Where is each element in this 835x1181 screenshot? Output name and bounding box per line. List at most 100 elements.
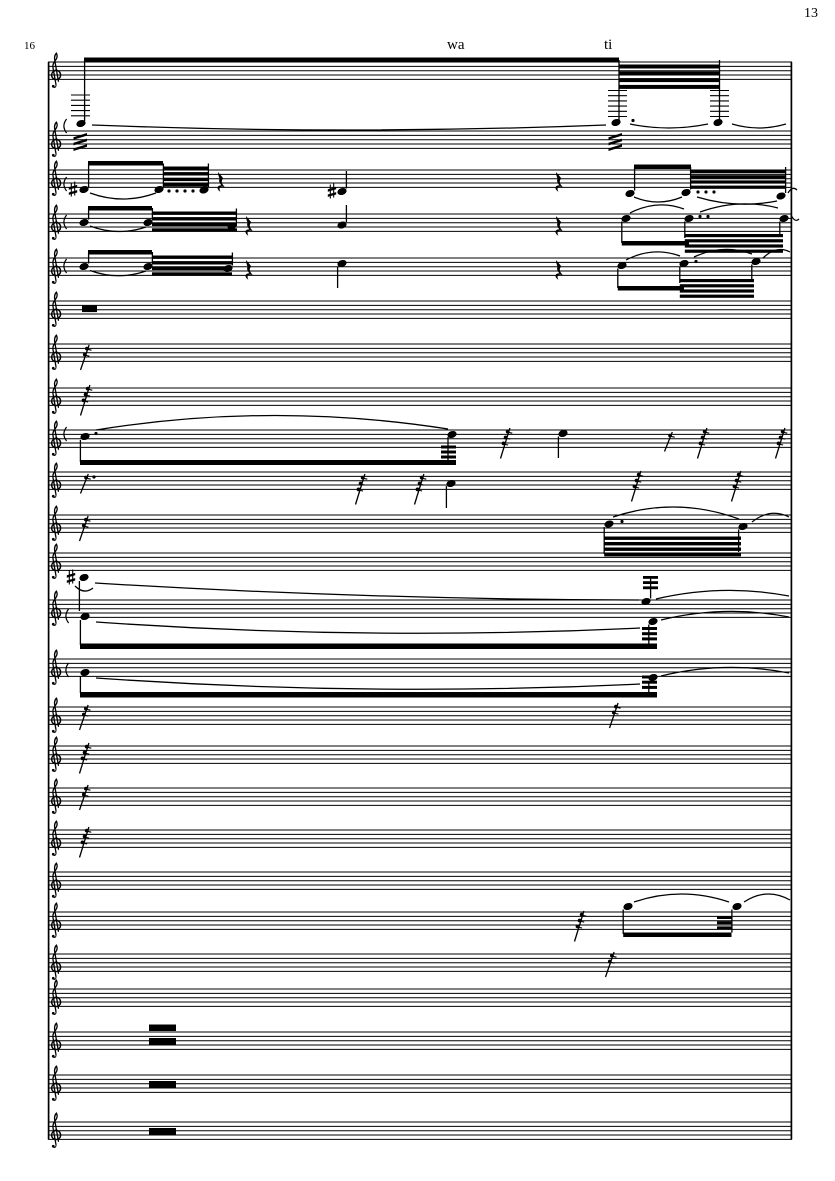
thirty-second-rest	[696, 427, 710, 459]
tie-continuation	[63, 258, 68, 274]
sharp-accidental	[68, 181, 78, 197]
rest-curl-arm	[615, 706, 621, 709]
quarter-rest	[555, 260, 563, 280]
page-number: 13	[804, 6, 818, 21]
augmentation-dot	[698, 214, 702, 219]
rest-curl-arm	[358, 489, 364, 492]
whole-measure-rest	[149, 1081, 176, 1088]
beam	[623, 932, 732, 937]
thirty-second-rest	[354, 473, 368, 505]
thirty-second-rest	[78, 742, 92, 774]
tie-slur	[790, 214, 800, 221]
tremolo-beam	[152, 261, 232, 265]
notehead	[80, 612, 90, 621]
notehead	[337, 259, 347, 268]
staff-20	[48, 893, 792, 942]
tremolo-beam	[152, 255, 232, 259]
tie-slur	[95, 414, 449, 431]
tie-slur	[699, 203, 779, 213]
notehead	[776, 192, 786, 200]
augmentation-dot	[175, 189, 179, 193]
beam	[80, 643, 657, 649]
staff-14	[48, 649, 792, 698]
tie-continuation	[63, 118, 68, 134]
rest-curl-arm	[613, 712, 619, 715]
tremolo-slash	[608, 133, 622, 140]
beam	[634, 164, 691, 169]
sixteenth-rest	[79, 344, 92, 371]
staff-17	[48, 778, 792, 815]
tremolo-beam	[604, 536, 741, 540]
staff-19	[48, 862, 792, 899]
tremolo-beam	[163, 166, 208, 170]
staff-16	[48, 736, 792, 774]
notehead	[604, 520, 614, 528]
beam	[84, 57, 619, 63]
notehead	[751, 257, 761, 266]
sharp-bar	[68, 190, 78, 195]
staff-9	[48, 414, 792, 465]
notehead	[337, 221, 347, 229]
staff-13	[48, 590, 792, 649]
tremolo-beam	[163, 183, 208, 187]
beam	[88, 250, 152, 255]
tie-continuation	[63, 214, 68, 230]
thirty-second-rest	[630, 470, 644, 502]
staff-24	[48, 1065, 792, 1102]
sharp-bar	[66, 572, 76, 578]
notehead	[679, 259, 689, 268]
notehead	[79, 218, 89, 227]
rest-curl-arm	[700, 443, 706, 446]
staff-7	[48, 334, 792, 371]
augmentation-dot	[706, 214, 710, 219]
notehead	[337, 187, 347, 196]
rest-curl-arm	[85, 708, 91, 711]
staff-11	[48, 505, 792, 557]
tremolo-slash	[608, 144, 622, 151]
rest-curl-arm	[86, 830, 92, 833]
whole-measure-rest	[82, 305, 97, 313]
tie-slur	[751, 512, 790, 523]
sixteenth-rest	[608, 702, 621, 729]
tie-slur	[629, 204, 685, 214]
tremolo-beam	[717, 926, 732, 930]
notehead	[738, 522, 748, 531]
tremolo-beam	[604, 553, 741, 557]
tie-slur	[94, 582, 640, 601]
thirty-second-rest	[730, 470, 744, 502]
tremolo-beam	[163, 172, 208, 176]
tie-slur	[762, 248, 791, 259]
notehead	[611, 118, 621, 127]
rest-curl-arm	[782, 431, 788, 434]
rest-curl-arm	[581, 914, 587, 917]
beam	[88, 206, 152, 211]
tie-continuation	[65, 662, 70, 678]
tremolo-beam	[684, 244, 783, 248]
tremolo-beam	[717, 921, 732, 925]
tremolo-beam	[642, 637, 657, 641]
rest-curl-arm	[734, 486, 740, 489]
staff-15	[48, 697, 792, 734]
tremolo-beam	[619, 64, 720, 69]
tremolo-beam	[643, 576, 658, 579]
rest-curl-arm	[84, 354, 90, 357]
rest-curl-arm	[84, 752, 90, 755]
rest-curl-arm	[609, 961, 615, 964]
tie-slur	[625, 251, 681, 261]
augmentation-dot	[696, 190, 700, 194]
augmentation-dot	[694, 259, 698, 264]
notehead	[199, 186, 209, 194]
rest-curl-arm	[702, 437, 708, 440]
rest-curl-arm	[634, 486, 640, 489]
lyric-syllable-ti: ti	[604, 37, 613, 53]
tie-slur	[693, 248, 753, 258]
rest-curl-arm	[85, 477, 91, 480]
tremolo-beam	[690, 170, 786, 174]
rest-curl-arm	[84, 836, 90, 839]
tremolo-beam	[619, 71, 720, 76]
beam	[621, 241, 689, 246]
rest-curl-arm	[780, 437, 786, 440]
rest-curl-arm	[736, 480, 742, 483]
tie-slur	[731, 123, 787, 129]
